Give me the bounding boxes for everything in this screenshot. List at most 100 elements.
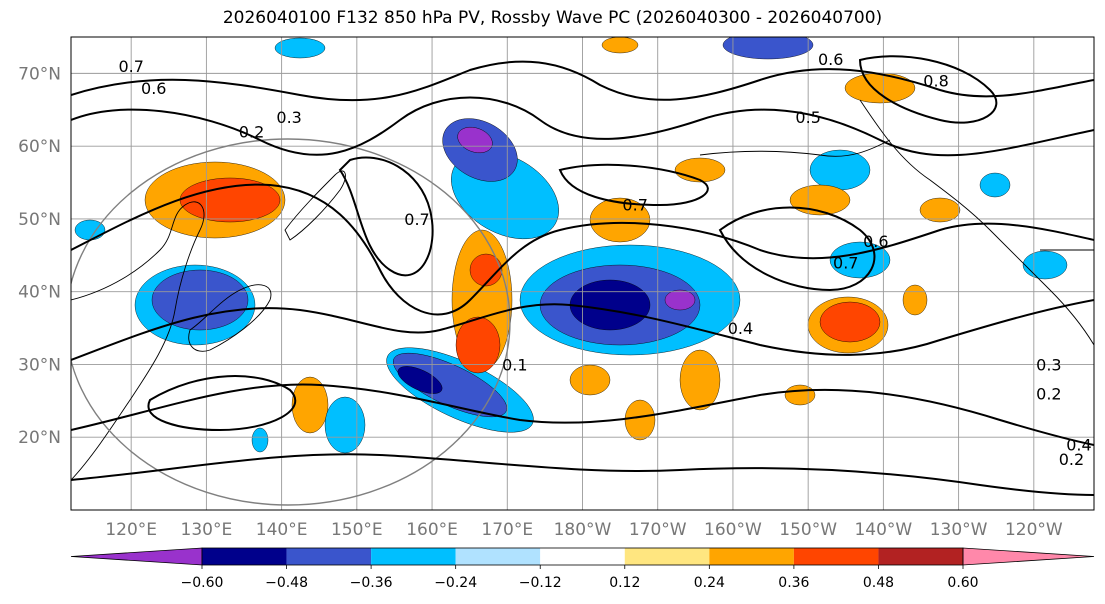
pv-anomaly-region bbox=[569, 364, 611, 396]
coastline-path bbox=[1040, 249, 1094, 300]
contour-label: 0.5 bbox=[795, 108, 820, 127]
pv-contour-line bbox=[718, 206, 876, 292]
colorbar-tick-label: −0.60 bbox=[181, 575, 224, 591]
pv-contour-line bbox=[71, 183, 1094, 316]
contour-label: 0.7 bbox=[622, 195, 647, 214]
colorbar-tick-label: 0.60 bbox=[947, 575, 978, 591]
longitude-tick-label: 160°W bbox=[704, 520, 762, 540]
contour-label: 0.2 bbox=[1036, 385, 1061, 404]
pv-contour-line bbox=[71, 60, 1094, 102]
contour-label: 0.4 bbox=[1066, 436, 1091, 455]
contour-label: 0.2 bbox=[1059, 450, 1084, 469]
coastline-path bbox=[71, 201, 205, 481]
longitude-tick-label: 150°E bbox=[331, 520, 383, 540]
pv-anomaly-region bbox=[829, 241, 891, 279]
pv-anomaly-region bbox=[784, 384, 816, 406]
pv-anomaly-region bbox=[291, 376, 329, 434]
colorbar-swatch bbox=[202, 548, 287, 565]
pv-contour-line bbox=[338, 156, 434, 277]
coastline-path bbox=[859, 99, 1094, 346]
contour-label: 0.6 bbox=[1096, 159, 1105, 178]
pv-anomaly-region bbox=[979, 172, 1011, 198]
longitude-tick-label: 120°W bbox=[1005, 520, 1063, 540]
latitude-tick-label: 30°N bbox=[18, 355, 61, 375]
pv-anomaly-region bbox=[844, 72, 916, 104]
coastline-path bbox=[188, 284, 272, 352]
pv-anomaly-region bbox=[251, 427, 269, 453]
colorbar-swatch bbox=[540, 548, 625, 565]
pv-contour-line bbox=[71, 453, 1094, 496]
latitude-tick-label: 40°N bbox=[18, 283, 61, 303]
pv-anomaly-region bbox=[589, 197, 651, 243]
pv-anomaly-region bbox=[919, 197, 961, 223]
pv-anomaly-region bbox=[664, 289, 696, 311]
latitude-tick-labels: 20°N 30°N 40°N 50°N 60°N 70°N bbox=[18, 64, 61, 448]
colorbar-extend-high bbox=[962, 547, 1095, 566]
pv-contour-line bbox=[558, 163, 709, 207]
contour-labels: 0.60.50.60.70.40.30.20.40.20.70.20.30.70… bbox=[118, 50, 1105, 469]
colorbar-swatch bbox=[455, 548, 541, 565]
pv-anomaly-region bbox=[674, 157, 726, 183]
latitude-tick-label: 60°N bbox=[18, 137, 61, 157]
longitude-tick-label: 160°E bbox=[406, 520, 458, 540]
coastlines bbox=[71, 99, 1094, 481]
colorbar-frame bbox=[201, 547, 964, 566]
colorbar-swatch bbox=[793, 548, 879, 565]
pv-anomaly-region bbox=[151, 269, 249, 331]
pv-contour-line bbox=[71, 299, 1094, 361]
longitude-tick-label: 130°E bbox=[181, 520, 233, 540]
pv-anomaly-region bbox=[469, 253, 503, 287]
longitude-tick-labels: 120°E 130°E 140°E 150°E 160°E 170°E 180°W 170°W… bbox=[105, 520, 1063, 540]
pv-contour-line bbox=[858, 55, 998, 124]
contour-label: 0.7 bbox=[118, 57, 143, 76]
pv-anomaly-region bbox=[624, 399, 656, 441]
pv-anomaly-region bbox=[397, 366, 443, 394]
contour-label: 0.7 bbox=[833, 254, 858, 273]
map-plot-area: 0.60.50.60.70.40.30.20.40.20.70.20.30.70… bbox=[71, 37, 1105, 510]
pv-anomaly-region bbox=[679, 349, 721, 411]
colorbar-swatch bbox=[878, 548, 963, 565]
colorbar: −0.60 −0.48 −0.36 −0.24 −0.12 0.12 0.24 0.36 0.4… bbox=[70, 547, 1095, 591]
contour-label: 0.2 bbox=[239, 123, 264, 142]
colorbar-extend-low bbox=[70, 547, 203, 566]
colorbar-tick-label: −0.24 bbox=[434, 575, 477, 591]
longitude-tick-label: 140°W bbox=[854, 520, 912, 540]
contour-label: 0.6 bbox=[141, 79, 166, 98]
colorbar-swatch bbox=[709, 548, 794, 565]
longitude-tick-label: 130°W bbox=[930, 520, 988, 540]
pv-anomaly-region bbox=[455, 316, 501, 374]
pv-anomaly-region bbox=[601, 37, 639, 54]
longitude-tick-label: 120°E bbox=[105, 520, 157, 540]
colorbar-tick-label: −0.36 bbox=[350, 575, 393, 591]
map-frame bbox=[70, 36, 1095, 511]
highlight-circle bbox=[71, 138, 511, 506]
colorbar-tick-label: 0.24 bbox=[694, 575, 725, 591]
contour-label: 0.6 bbox=[818, 50, 843, 69]
coastline-path bbox=[699, 139, 891, 157]
colorbar-tick-label: 0.48 bbox=[863, 575, 894, 591]
colorbar-swatch bbox=[371, 548, 456, 565]
contour-label: 0.8 bbox=[923, 72, 948, 91]
pv-anomaly-region bbox=[274, 37, 326, 59]
pv-anomaly-region bbox=[902, 284, 928, 316]
pv-contour-line bbox=[71, 96, 1094, 157]
colorbar-swatch bbox=[286, 548, 372, 565]
contour-label: 0.7 bbox=[404, 210, 429, 229]
longitude-tick-label: 180°W bbox=[554, 520, 612, 540]
colorbar-tick-label: 0.12 bbox=[609, 575, 640, 591]
contour-label: 0.3 bbox=[276, 108, 301, 127]
pv-anomaly-region bbox=[324, 396, 366, 454]
coastline-path bbox=[284, 170, 346, 241]
contour-label: 0.6 bbox=[863, 232, 888, 251]
pv-anomaly-region bbox=[569, 279, 651, 331]
contour-label: 0.4 bbox=[728, 319, 753, 338]
contour-label: 0.1 bbox=[502, 355, 527, 374]
pv-anomaly-shading bbox=[74, 37, 1068, 454]
longitude-tick-label: 170°W bbox=[629, 520, 687, 540]
pv-contours bbox=[71, 55, 1094, 496]
pv-anomaly-region bbox=[722, 37, 814, 60]
pv-anomaly-region bbox=[1022, 250, 1068, 280]
contour-label: 0.3 bbox=[1036, 355, 1061, 374]
longitude-tick-label: 170°E bbox=[481, 520, 533, 540]
